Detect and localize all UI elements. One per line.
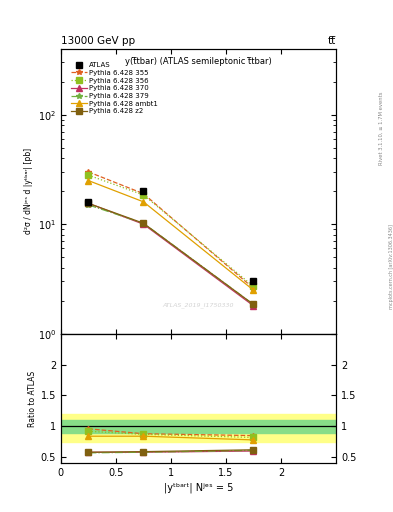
Pythia 6.428 379 — [86, 202, 91, 208]
Pythia 6.428 ambt1 — [251, 287, 256, 293]
X-axis label: |yᵗᵇᵃʳᵗ| Nʲᵉˢ = 5: |yᵗᵇᵃʳᵗ| Nʲᵉˢ = 5 — [164, 482, 233, 493]
Pythia 6.428 356 — [251, 284, 256, 290]
Pythia 6.428 370 — [141, 221, 146, 227]
Pythia 6.428 355 — [141, 190, 146, 197]
Pythia 6.428 z2 — [251, 302, 256, 308]
Text: mcplots.cern.ch [arXiv:1306.3436]: mcplots.cern.ch [arXiv:1306.3436] — [389, 224, 393, 309]
Line: Pythia 6.428 z2: Pythia 6.428 z2 — [86, 201, 256, 307]
Pythia 6.428 ambt1 — [86, 178, 91, 184]
Text: 13000 GeV pp: 13000 GeV pp — [61, 36, 135, 46]
Text: tt̅: tt̅ — [328, 36, 336, 46]
Text: Rivet 3.1.10, ≥ 1.7M events: Rivet 3.1.10, ≥ 1.7M events — [379, 91, 384, 165]
Pythia 6.428 379 — [141, 220, 146, 226]
Line: ATLAS: ATLAS — [86, 188, 256, 284]
Line: Pythia 6.428 355: Pythia 6.428 355 — [86, 169, 256, 291]
Legend: ATLAS, Pythia 6.428 355, Pythia 6.428 356, Pythia 6.428 370, Pythia 6.428 379, P: ATLAS, Pythia 6.428 355, Pythia 6.428 35… — [70, 60, 160, 116]
Text: ATLAS_2019_I1750330: ATLAS_2019_I1750330 — [163, 303, 234, 308]
Pythia 6.428 355 — [86, 169, 91, 175]
Line: Pythia 6.428 370: Pythia 6.428 370 — [86, 201, 256, 309]
Line: Pythia 6.428 356: Pythia 6.428 356 — [86, 173, 256, 289]
Text: y(t̅tbar) (ATLAS semileptonic t̅tbar): y(t̅tbar) (ATLAS semileptonic t̅tbar) — [125, 57, 272, 66]
Pythia 6.428 370 — [86, 200, 91, 206]
Pythia 6.428 370 — [251, 303, 256, 309]
Line: Pythia 6.428 ambt1: Pythia 6.428 ambt1 — [86, 178, 256, 293]
ATLAS — [251, 279, 256, 285]
Y-axis label: d²σ / dNʲᵉˢ d |yᵗᵇᵃʳ| [pb]: d²σ / dNʲᵉˢ d |yᵗᵇᵃʳ| [pb] — [24, 148, 33, 234]
ATLAS — [86, 199, 91, 205]
Pythia 6.428 356 — [141, 192, 146, 198]
Pythia 6.428 356 — [86, 172, 91, 178]
Bar — [61, 414, 336, 442]
Line: Pythia 6.428 379: Pythia 6.428 379 — [86, 202, 256, 307]
Y-axis label: Ratio to ATLAS: Ratio to ATLAS — [28, 371, 37, 426]
Pythia 6.428 ambt1 — [141, 199, 146, 205]
Pythia 6.428 379 — [251, 302, 256, 308]
ATLAS — [141, 188, 146, 194]
Pythia 6.428 z2 — [86, 200, 91, 206]
Bar — [61, 420, 336, 433]
Pythia 6.428 z2 — [141, 220, 146, 226]
Pythia 6.428 355 — [251, 285, 256, 291]
